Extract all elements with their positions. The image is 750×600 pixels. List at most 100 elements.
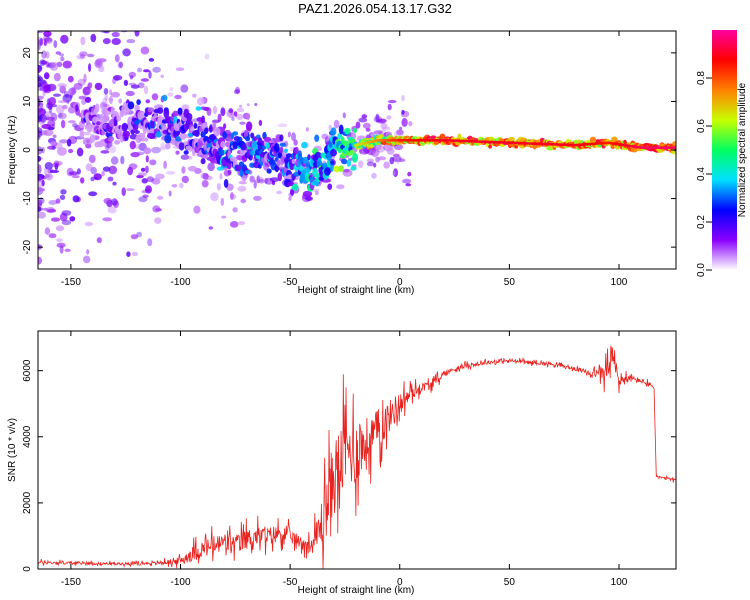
noise-blob [151, 146, 161, 154]
ridge-core [459, 139, 463, 143]
noise-blob [160, 74, 164, 79]
noise-blob [72, 0, 79, 1]
noise-blob [122, 48, 131, 57]
noise-blob [333, 119, 340, 129]
ridge-core [406, 138, 411, 142]
noise-blob [57, 147, 67, 156]
noise-blob [321, 133, 329, 140]
noise-blob [39, 114, 47, 123]
noise-blob [377, 118, 387, 124]
noise-blob [234, 89, 241, 95]
noise-blob [128, 71, 136, 78]
ridge-core [554, 143, 558, 146]
ridge-core [519, 141, 524, 145]
noise-blob [288, 196, 292, 201]
ridge-blob [122, 130, 131, 138]
noise-blob [276, 190, 283, 195]
y-tick-label: 4000 [22, 425, 33, 448]
ridge-blob [144, 137, 149, 142]
noise-blob [145, 155, 149, 163]
noise-blob [143, 147, 152, 155]
ridge-blob [305, 163, 310, 168]
ridge-core [564, 143, 569, 147]
ridge-core [567, 143, 571, 147]
ridge-blob [324, 167, 331, 176]
noise-blob [66, 5, 70, 11]
ridge-core [522, 141, 527, 145]
noise-blob [380, 122, 388, 130]
figure-title: PAZ1.2026.054.13.17.G32 [298, 1, 452, 16]
noise-blob [93, 173, 102, 181]
ridge-blob [326, 159, 332, 168]
x-tick-label: -50 [283, 577, 298, 588]
noise-blob [223, 123, 227, 130]
noise-blob [246, 103, 250, 107]
noise-blob [253, 179, 257, 189]
noise-blob [80, 36, 86, 46]
noise-blob [102, 38, 111, 45]
noise-blob [69, 0, 74, 3]
noise-blob [127, 166, 133, 176]
noise-blob [43, 72, 50, 80]
noise-blob [372, 151, 378, 158]
noise-blob [67, 106, 76, 114]
ridge-core [517, 141, 521, 145]
noise-blob [386, 115, 392, 120]
ridge-blob [344, 127, 351, 135]
noise-blob [108, 165, 118, 175]
ridge-blob [439, 133, 446, 139]
ridge-blob [79, 130, 85, 139]
snr-x-label: Height of straight line (km) [298, 585, 415, 596]
noise-blob [174, 94, 182, 100]
ridge-core [404, 138, 408, 142]
noise-blob [269, 177, 280, 183]
noise-blob [145, 188, 151, 192]
noise-blob [43, 207, 48, 211]
noise-blob [396, 129, 404, 136]
spectrogram-y-ticks: -20 -10 0 10 20 [22, 47, 676, 254]
noise-blob [48, 105, 53, 114]
noise-blob [61, 210, 72, 216]
noise-blob [35, 0, 43, 4]
noise-blob [44, 36, 53, 45]
ridge-core [356, 143, 361, 147]
ridge-blob [118, 98, 123, 104]
noise-blob [45, 173, 54, 181]
ridge-blob [177, 107, 183, 115]
noise-blob [159, 146, 166, 151]
noise-blob [47, 126, 55, 131]
ridge-core [659, 146, 663, 150]
noise-blob [75, 104, 79, 112]
noise-blob [200, 106, 206, 110]
noise-blob [38, 95, 44, 100]
noise-blob [103, 88, 109, 95]
noise-blob [55, 104, 65, 114]
ridge-blob [209, 124, 213, 133]
ridge-blob [279, 146, 284, 154]
ridge-core [480, 140, 485, 144]
noise-blob [204, 53, 210, 60]
colorbar-ticks: 0.0 0.2 0.4 0.6 0.8 [696, 71, 712, 277]
noise-blob [67, 75, 74, 83]
ridge-core [377, 138, 382, 142]
noise-blob [358, 117, 368, 123]
noise-blob [206, 107, 212, 116]
noise-blob [355, 121, 361, 129]
x-tick-label: -150 [61, 577, 81, 588]
noise-blob [152, 66, 161, 73]
noise-blob [160, 142, 165, 149]
noise-blob [73, 82, 83, 90]
ridge-core [443, 139, 448, 142]
ridge-blob [346, 159, 352, 167]
ridge-blob [89, 134, 96, 143]
ridge-core [548, 142, 553, 146]
noise-blob [148, 58, 155, 62]
noise-blob [175, 67, 185, 71]
noise-blob [373, 130, 383, 135]
ridge-core [596, 142, 600, 145]
noise-blob [399, 126, 403, 130]
ridge-core [530, 142, 534, 146]
ridge-blob [121, 122, 128, 132]
noise-blob [126, 251, 131, 257]
ridge-core [464, 139, 469, 143]
